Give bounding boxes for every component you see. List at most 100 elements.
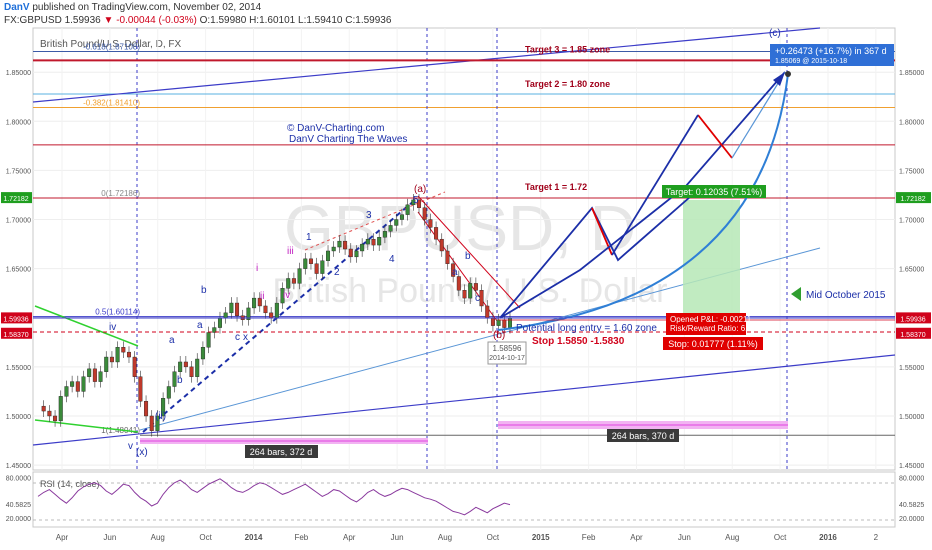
- candle-body-78: [479, 290, 484, 307]
- wave-label-2: 2: [334, 267, 340, 278]
- brand-line-1: © DanV-Charting.com: [287, 123, 384, 134]
- projection-red-2: [697, 114, 733, 159]
- wave-label-b1: b: [177, 375, 183, 386]
- last-price: 1.59936: [64, 15, 101, 26]
- wave-label-c2: c: [235, 332, 240, 343]
- rsi-label: RSI (14, close): [40, 479, 100, 489]
- price-tag-left-label-2: 1.58370: [3, 332, 28, 339]
- rr-label: Risk/Reward Ratio: 6.77: [670, 324, 757, 333]
- y-tick-left-8: 1.45000: [6, 463, 31, 470]
- rsi-tick-left-0: 80.0000: [6, 475, 31, 482]
- candle-body-8: [81, 376, 86, 392]
- price-tag-right-2: [896, 327, 931, 339]
- range-label-2-box: [607, 429, 679, 442]
- symbol-label: FX:GBPUSD: [4, 15, 62, 26]
- price-tag-right-label-1: 1.59936: [900, 316, 925, 323]
- candle-body-65: [405, 204, 410, 215]
- x-tick-0: Apr: [56, 533, 69, 542]
- x-tick-4: 2014: [245, 533, 263, 542]
- wave-label-a3: a: [452, 267, 458, 278]
- pnl-box: [666, 313, 746, 335]
- candle-body-61: [382, 231, 387, 238]
- author-link[interactable]: DanV: [4, 2, 30, 13]
- candle-body-27: [189, 366, 194, 377]
- candle-body-37: [246, 307, 251, 320]
- candle-body-40: [263, 305, 268, 314]
- candle-body-14: [115, 347, 120, 363]
- candle-body-46: [297, 268, 302, 284]
- candle-body-83: [508, 317, 513, 328]
- x-tick-1: Jun: [103, 533, 116, 542]
- price-tag-left-label-1: 1.59936: [3, 316, 28, 323]
- y-tick-right-7: 1.50000: [899, 414, 924, 421]
- brand-line-2: DanV Charting The Waves: [289, 134, 407, 145]
- x-tick-3: Oct: [199, 533, 212, 542]
- wave-label-1: 1: [306, 232, 312, 243]
- projection-path-3: [611, 114, 699, 256]
- x-tick-5: Feb: [294, 533, 308, 542]
- x-tick-8: Aug: [438, 533, 452, 542]
- projection-path-2: [499, 71, 786, 319]
- candle-body-54: [343, 240, 348, 250]
- candle-body-22: [161, 398, 166, 417]
- wave-label-a2: a: [197, 320, 203, 331]
- candle-body-59: [371, 238, 376, 246]
- price-tag-right-label-0: 1.72182: [900, 196, 925, 203]
- candle-body-48: [308, 258, 313, 264]
- candle-body-70: [434, 227, 439, 240]
- candle-body-57: [360, 243, 365, 252]
- candle-body-56: [354, 250, 359, 258]
- candle-body-7: [75, 381, 80, 392]
- price-tag-right-0: [896, 192, 931, 204]
- measure-sub: 1.85069 @ 2015-10-18: [775, 58, 847, 65]
- candle-body-5: [64, 386, 69, 397]
- x-tick-14: Aug: [725, 533, 739, 542]
- candle-body-19: [144, 401, 149, 417]
- candle-body-20: [149, 415, 154, 431]
- candle-body-24: [172, 371, 177, 387]
- candle-body-80: [490, 317, 495, 326]
- down-channel-upper: [417, 195, 521, 309]
- candle-body-53: [337, 240, 342, 248]
- rsi-tick-right-0: 80.0000: [899, 475, 924, 482]
- y-tick-left-3: 1.70000: [6, 218, 31, 225]
- candle-body-25: [178, 361, 183, 372]
- wave-label-ii-s: ii: [260, 291, 264, 302]
- candle-body-67: [417, 199, 422, 208]
- projection-path-4: [731, 71, 786, 159]
- wave-label-b3: b: [465, 251, 471, 262]
- candle-body-72: [445, 250, 450, 264]
- candle-body-63: [394, 219, 399, 226]
- mid-october-label: Mid October 2015: [806, 290, 886, 301]
- x-tick-2: Aug: [151, 533, 165, 542]
- candle-body-16: [126, 351, 131, 358]
- y-tick-left-4: 1.65000: [6, 267, 31, 274]
- left-arrow-icon: [791, 287, 801, 301]
- target-box: [662, 185, 766, 198]
- x-tick-12: Apr: [630, 533, 643, 542]
- y-tick-right-3: 1.70000: [899, 218, 924, 225]
- y-tick-right-1: 1.80000: [899, 119, 924, 126]
- down-arrow-icon: ▼: [103, 15, 114, 26]
- candle-body-64: [399, 214, 404, 220]
- candle-body-39: [257, 297, 262, 307]
- x-tick-11: Feb: [582, 533, 596, 542]
- measure-box: [770, 44, 894, 66]
- x-tick-15: Oct: [774, 533, 787, 542]
- candle-body-73: [451, 263, 456, 277]
- candle-body-68: [422, 207, 427, 220]
- candle-body-31: [212, 327, 217, 333]
- candle-body-17: [132, 356, 137, 377]
- measure-label: +0.26473 (+16.7%) in 367 d: [775, 46, 887, 56]
- candle-body-29: [200, 347, 205, 360]
- arrow-head-icon: [773, 72, 785, 86]
- price-tag-left-0: [1, 192, 32, 204]
- green-line-upper: [34, 305, 139, 347]
- rsi-axis: 80.0000 80.0000 40.5825 40.5825 20.0000 20.00…: [6, 475, 925, 523]
- projection-path-1: [499, 189, 699, 319]
- rsi-pane-frame: [32, 471, 896, 528]
- y-tick-left-6: 1.55000: [6, 365, 31, 372]
- fib-label-0: -0.618(1.87108): [83, 42, 140, 51]
- wave-label-3: 3: [366, 210, 372, 221]
